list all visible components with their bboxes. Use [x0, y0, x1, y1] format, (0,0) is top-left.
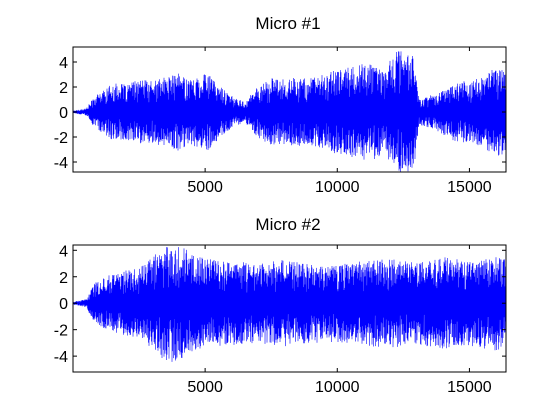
- axes-frame: [72, 244, 507, 373]
- waveform-line: [72, 51, 507, 173]
- y-tick-label: -4: [54, 349, 68, 366]
- x-tick-label: 5000: [187, 179, 223, 196]
- y-ticks: -4 -2 0 2 4: [54, 243, 506, 366]
- x-ticks: 5000 10000 15000: [187, 245, 492, 396]
- subplot-title: Micro #2: [255, 215, 320, 234]
- y-tick-label: 4: [59, 243, 68, 260]
- y-tick-label: 0: [59, 105, 68, 122]
- x-tick-label: 10000: [315, 379, 360, 396]
- waveform-layer: [72, 247, 507, 362]
- waveform-line: [72, 247, 507, 362]
- y-tick-label: -2: [54, 130, 68, 147]
- x-tick-label: 15000: [447, 379, 492, 396]
- subplot-micro-1: Micro #1 5000 10000 15000 -4 -2 0 2 4: [54, 14, 507, 196]
- waveform-layer: [72, 51, 507, 173]
- x-ticks: 5000 10000 15000: [187, 47, 492, 196]
- subplot-title: Micro #1: [255, 14, 320, 33]
- y-tick-label: 4: [59, 55, 68, 72]
- x-tick-label: 10000: [315, 179, 360, 196]
- x-tick-label: 15000: [447, 179, 492, 196]
- y-tick-label: -4: [54, 155, 68, 172]
- y-tick-label: -2: [54, 323, 68, 340]
- y-tick-label: 2: [59, 270, 68, 287]
- y-ticks: -4 -2 0 2 4: [54, 55, 506, 172]
- axes-frame: [72, 46, 507, 173]
- x-tick-label: 5000: [187, 379, 223, 396]
- subplot-micro-2: Micro #2 5000 10000 15000 -4 -2 0 2 4: [54, 215, 507, 396]
- y-tick-label: 0: [59, 296, 68, 313]
- y-tick-label: 2: [59, 80, 68, 97]
